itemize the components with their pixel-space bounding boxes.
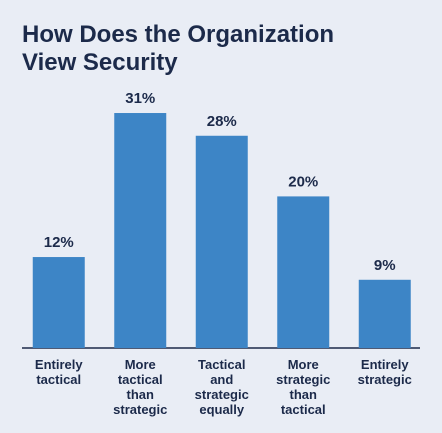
- x-tick-label: More tactical than strategic: [113, 357, 167, 417]
- x-tick-label: Tactical and strategic equally: [195, 357, 249, 417]
- value-label: 28%: [207, 113, 237, 130]
- bar: [114, 113, 167, 349]
- x-tick-label: Entirely tactical: [35, 357, 83, 387]
- chart-title: How Does the Organization View Security: [22, 21, 334, 76]
- x-tick-label: More strategic than tactical: [276, 357, 330, 417]
- bar: [32, 257, 85, 348]
- value-label: 9%: [374, 257, 396, 274]
- bar: [277, 196, 330, 348]
- bar: [195, 135, 248, 348]
- value-label: 20%: [288, 173, 318, 190]
- value-label: 31%: [125, 90, 155, 107]
- x-tick-label: Entirely strategic: [358, 357, 412, 387]
- bar: [358, 279, 411, 348]
- value-label: 12%: [44, 234, 74, 251]
